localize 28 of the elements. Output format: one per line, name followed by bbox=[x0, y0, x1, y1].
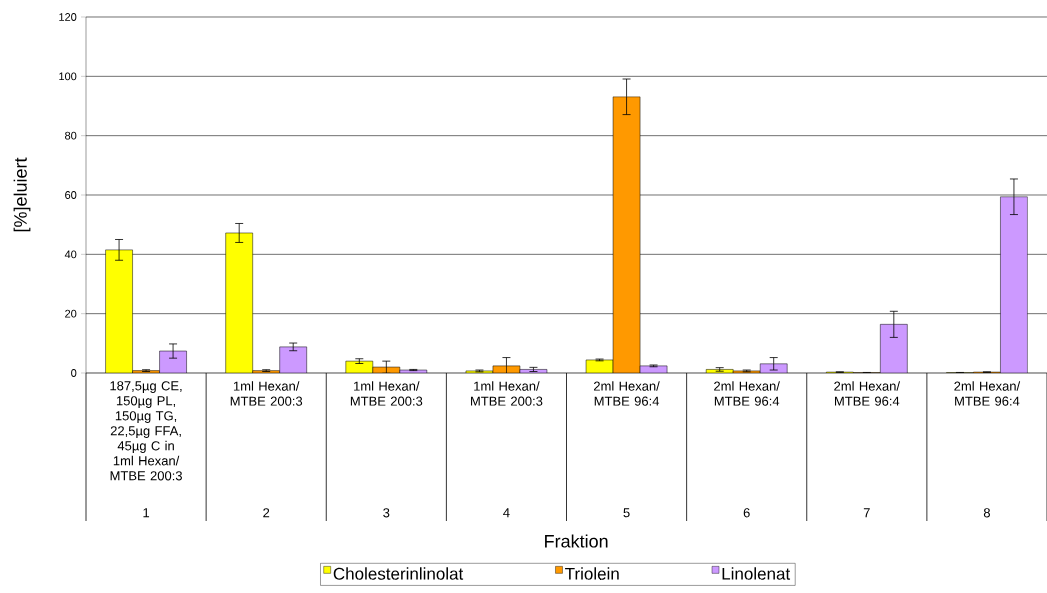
x-tick-label: 1ml Hexan/ MTBE 200:3 bbox=[230, 381, 303, 406]
text: 2 bbox=[263, 508, 270, 518]
y-tick-label: 80 bbox=[65, 131, 77, 140]
y-tick-label: 0 bbox=[71, 369, 77, 377]
y-tick-label: 60 bbox=[65, 191, 77, 199]
legend-label: Triolein bbox=[565, 567, 619, 580]
legend-label: Linolenat bbox=[722, 567, 791, 580]
x-tick-label: 1ml Hexan/ MTBE 200:3 bbox=[350, 381, 423, 406]
x-tick-label: 2ml Hexan/ MTBE 96:4 bbox=[593, 381, 660, 406]
text: 7 bbox=[863, 508, 870, 518]
y-tick-label: 20 bbox=[65, 309, 77, 318]
text: 6 bbox=[743, 508, 750, 518]
text: 1 bbox=[143, 508, 150, 518]
x-tick-label: 2ml Hexan/ MTBE 96:4 bbox=[834, 381, 901, 406]
text: 4 bbox=[503, 508, 510, 518]
x-tick-label: 187,5µg CE, 150µg PL, 150µg TG, 22,5µg FFA, 45µg C in 1ml Hexan/ MTBE 200:3 bbox=[110, 381, 182, 481]
y-tick-label: 40 bbox=[64, 250, 77, 259]
x-axis-title: Fraktion bbox=[545, 534, 608, 548]
y-tick-label: 100 bbox=[59, 72, 77, 81]
legend-label: Cholesterinlinolat bbox=[333, 567, 464, 580]
y-axis-title: [%]eluiert bbox=[13, 157, 31, 232]
text: 8 bbox=[983, 508, 990, 518]
text: 5 bbox=[623, 508, 630, 518]
text: 3 bbox=[383, 508, 390, 518]
y-tick-label: 120 bbox=[59, 13, 77, 21]
x-tick-label: 1ml Hexan/ MTBE 200:3 bbox=[471, 381, 543, 406]
x-tick-label: 2ml Hexan/ MTBE 96:4 bbox=[714, 381, 780, 406]
x-tick-label: 2ml Hexan/ MTBE 96:4 bbox=[954, 381, 1021, 406]
